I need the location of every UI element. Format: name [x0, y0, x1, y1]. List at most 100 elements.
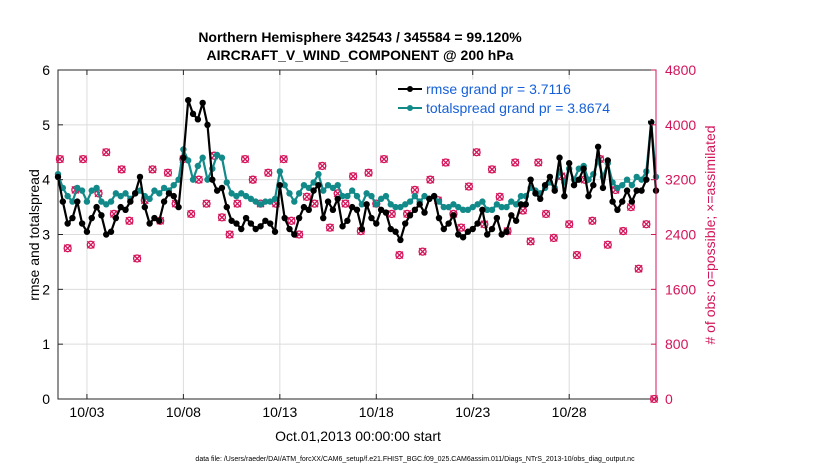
- rmse-point: [546, 173, 554, 181]
- rmse-point: [189, 110, 197, 118]
- rmse-point: [440, 225, 448, 233]
- obs-count-point: [302, 192, 311, 201]
- obs-assimilated-marker: [441, 158, 450, 167]
- rmse-point: [98, 212, 105, 219]
- obs-possible-marker: [472, 148, 481, 157]
- totalspread-point: [295, 190, 303, 197]
- obs-possible-marker: [588, 216, 597, 225]
- x-tick-label: 10/23: [455, 404, 490, 420]
- totalspread-point: [614, 184, 621, 192]
- obs-count-point: [117, 165, 126, 174]
- obs-assimilated-marker: [495, 192, 504, 201]
- totalspread-point: [633, 173, 640, 181]
- rmse-point: [484, 231, 491, 238]
- obs-assimilated-marker: [318, 161, 327, 170]
- totalspread-point: [93, 184, 100, 192]
- rmse-point: [450, 212, 457, 219]
- rmse-point: [334, 195, 341, 203]
- rmse-point: [599, 184, 607, 192]
- rmse-point: [344, 217, 351, 224]
- obs-count-point: [132, 254, 142, 263]
- x-tick-label: 10/13: [262, 404, 297, 420]
- obs-assimilated-marker: [279, 155, 288, 164]
- rmse-point: [305, 206, 312, 214]
- obs-count-point: [240, 154, 250, 164]
- obs-possible-marker: [55, 154, 65, 164]
- totalspread-point: [508, 198, 515, 205]
- totalspread-point: [628, 181, 636, 189]
- chart-title-line2: AIRCRAFT_V_WIND_COMPONENT @ 200 hPa: [207, 47, 514, 63]
- rmse-point: [498, 231, 505, 238]
- totalspread-point: [358, 201, 366, 208]
- obs-count-point: [148, 165, 157, 174]
- obs-assimilated-marker: [163, 168, 172, 177]
- rmse-point: [238, 225, 245, 233]
- rmse-point: [199, 99, 206, 107]
- obs-possible-marker: [217, 213, 227, 222]
- obs-assimilated-marker: [171, 199, 180, 208]
- totalspread-point: [69, 198, 76, 205]
- obs-assimilated-marker: [526, 237, 535, 246]
- totalspread-point: [334, 181, 341, 189]
- rmse-point: [623, 187, 631, 194]
- totalspread-point: [64, 192, 71, 200]
- obs-assimilated-marker: [387, 209, 396, 218]
- obs-assimilated-marker: [349, 172, 358, 181]
- obs-possible-marker: [240, 154, 250, 164]
- obs-count-point: [86, 240, 95, 249]
- totalspread-point: [238, 190, 245, 197]
- obs-possible-marker: [395, 250, 404, 260]
- obs-assimilated-marker: [187, 209, 196, 218]
- totalspread-point: [445, 203, 452, 211]
- obs-count-point: [202, 199, 211, 208]
- rmse-point: [411, 206, 419, 214]
- totalspread-point: [78, 187, 86, 194]
- obs-count-point: [163, 168, 173, 177]
- y-left-tick-label: 5: [42, 117, 50, 133]
- rmse-point: [156, 217, 163, 224]
- obs-count-point: [310, 199, 319, 208]
- rmse-point: [180, 154, 187, 161]
- rmse-point: [435, 214, 443, 222]
- obs-count-point: [541, 209, 551, 219]
- legend-rmse-marker: [407, 86, 413, 92]
- rmse-point: [151, 214, 158, 222]
- obs-assimilated-marker: [125, 216, 134, 225]
- rmse-point: [223, 203, 230, 211]
- totalspread-point: [320, 187, 327, 194]
- obs-count-point: [318, 161, 327, 171]
- totalspread-point: [286, 190, 293, 197]
- rmse-point: [107, 228, 115, 235]
- totalspread-point: [305, 184, 312, 192]
- rmse-point: [373, 220, 380, 227]
- obs-count-point: [287, 216, 296, 225]
- rmse-point: [295, 214, 303, 222]
- x-tick-label: 10/03: [69, 404, 104, 420]
- obs-count-point: [341, 199, 350, 208]
- rmse-point: [320, 214, 327, 222]
- obs-assimilated-marker: [518, 206, 527, 215]
- totalspread-point: [488, 206, 496, 214]
- rmse-point: [416, 201, 423, 208]
- totalspread-point: [517, 192, 525, 200]
- rmse-point: [64, 220, 71, 227]
- obs-count-point: [233, 199, 242, 208]
- obs-assimilated-marker: [626, 203, 635, 212]
- rmse-point: [406, 212, 414, 219]
- rmse-point: [233, 220, 240, 227]
- rmse-point: [74, 198, 81, 205]
- obs-possible-marker: [495, 192, 504, 201]
- obs-count-point: [78, 154, 88, 164]
- rmse-point: [633, 187, 640, 194]
- obs-possible-marker: [102, 148, 111, 157]
- obs-possible-marker: [202, 199, 211, 208]
- legend-totalspread-marker: [407, 105, 413, 111]
- totalspread-point: [156, 190, 163, 197]
- totalspread-point: [233, 192, 240, 200]
- rmse-point: [358, 225, 366, 233]
- rmse-point: [271, 228, 279, 235]
- totalspread-point: [213, 151, 221, 159]
- totalspread-point: [247, 195, 255, 203]
- legend: rmse grand pr = 3.7116 totalspread grand…: [389, 79, 651, 121]
